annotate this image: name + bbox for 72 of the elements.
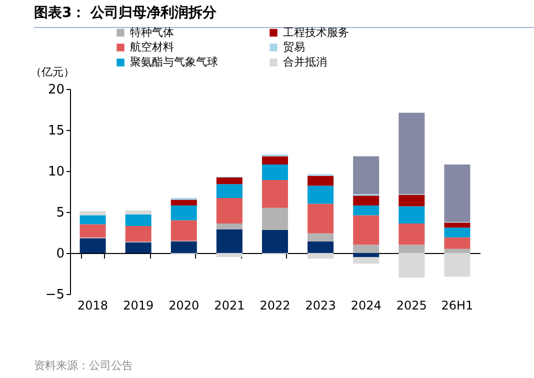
bar [444, 253, 470, 277]
bar [80, 238, 106, 253]
chart-title: 图表3： 公司归母净利润拆分 [34, 5, 217, 21]
bar [216, 223, 242, 230]
y-tick-label: 15 [48, 124, 64, 138]
bar [444, 222, 470, 228]
y-tick-label: 10 [48, 164, 64, 180]
bar [308, 242, 334, 253]
legend-label: 特种气体 [130, 26, 174, 39]
legend-label: 工程技术服务 [283, 26, 349, 39]
bar [125, 226, 152, 242]
bar [262, 164, 288, 180]
bar [80, 224, 106, 238]
bar [353, 257, 380, 264]
bar [170, 220, 197, 241]
bar [444, 228, 470, 238]
bar [262, 180, 288, 208]
y-tick-label: −5 [45, 288, 64, 302]
bar [308, 233, 334, 242]
bar [308, 186, 334, 204]
x-tick-label: 2018 [78, 298, 108, 312]
x-tick-label: 2021 [214, 298, 245, 312]
bar [353, 205, 380, 216]
bar [308, 253, 334, 259]
bar [444, 164, 470, 222]
bar [353, 215, 380, 245]
text: 资料来源：公司公告 [34, 358, 134, 373]
x-tick-label: 2019 [123, 298, 154, 312]
bar [398, 223, 425, 245]
x-tick-label: 2023 [305, 298, 336, 312]
bar [125, 214, 152, 226]
bar [80, 215, 106, 224]
legend-label: 贸易 [283, 40, 305, 54]
bar [353, 196, 380, 206]
bar [216, 184, 242, 198]
bar [125, 210, 152, 214]
bar [170, 242, 197, 253]
bar [398, 206, 425, 224]
bar [216, 229, 242, 253]
bar [125, 242, 152, 253]
bar [308, 176, 334, 186]
bar [398, 112, 425, 194]
bar [398, 244, 425, 253]
bar [216, 253, 242, 258]
bar [216, 178, 242, 184]
y-tick-label: 0 [56, 246, 64, 262]
x-tick-label: 2020 [168, 298, 200, 312]
legend-label: 航空材料 [130, 40, 174, 54]
bar [170, 200, 197, 206]
y-axis-title: （亿元） [30, 66, 74, 78]
bar [398, 194, 425, 206]
bar [262, 208, 288, 230]
y-tick-label: 5 [56, 206, 64, 220]
bar [398, 253, 425, 278]
bar [444, 248, 470, 253]
bar [353, 244, 380, 253]
x-tick-label: 26H1 [441, 298, 474, 312]
bar [262, 156, 288, 164]
bar [262, 230, 288, 253]
legend-label: 合并抵消 [283, 56, 327, 68]
legend-label: 聚氨酯与气象气球 [130, 56, 218, 68]
bar [308, 204, 334, 234]
bar [353, 156, 380, 194]
bar [444, 237, 470, 249]
y-tick-label: 20 [48, 82, 64, 98]
bar [353, 253, 380, 258]
bar [170, 205, 197, 220]
x-tick-label: 2025 [396, 298, 427, 312]
bar [216, 198, 242, 224]
x-tick-label: 2024 [350, 298, 382, 312]
bar [80, 211, 106, 216]
x-tick-label: 2022 [260, 298, 290, 312]
